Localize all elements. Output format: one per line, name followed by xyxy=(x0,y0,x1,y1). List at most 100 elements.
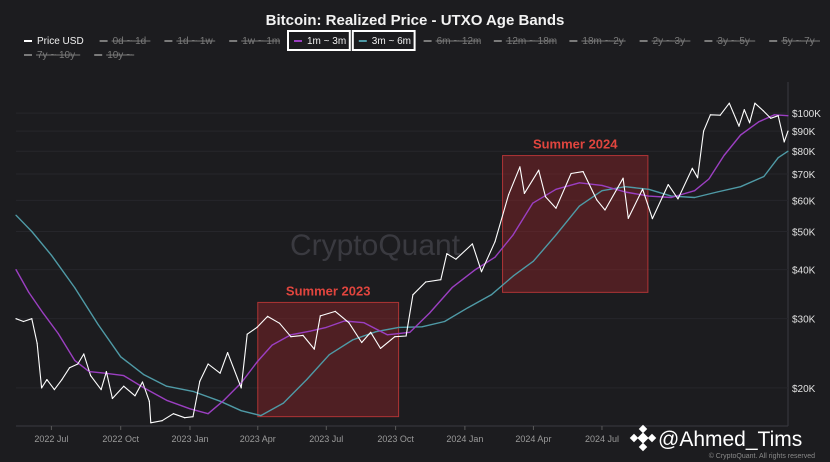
data-point xyxy=(192,390,194,392)
data-point xyxy=(394,336,396,338)
data-point xyxy=(428,312,431,314)
x-tick-label: 2024 Jul xyxy=(585,434,619,444)
data-point xyxy=(758,121,760,123)
data-point xyxy=(148,400,150,402)
data-point xyxy=(754,102,756,104)
data-point xyxy=(53,389,56,391)
data-point xyxy=(697,177,699,179)
data-point xyxy=(622,177,624,179)
data-point xyxy=(363,322,365,324)
data-point xyxy=(219,400,221,402)
y-tick-label: $70K xyxy=(792,170,816,181)
x-axis: 2022 Jul 2022 Oct 2023 Jan 2023 Apr 2023 Jul… xyxy=(34,426,619,444)
legend-item: 6m ~ 12m xyxy=(423,36,481,47)
data-point xyxy=(290,334,292,336)
data-point xyxy=(446,253,448,255)
data-point xyxy=(352,339,354,341)
legend-label: 1m ~ 3m xyxy=(307,36,346,47)
data-point xyxy=(256,326,258,328)
data-point xyxy=(440,279,442,281)
data-point xyxy=(227,352,229,354)
x-tick-label: 2023 Jan xyxy=(171,434,208,444)
data-point xyxy=(166,399,168,401)
data-point xyxy=(111,397,113,400)
data-point xyxy=(123,385,125,387)
data-point xyxy=(207,413,209,415)
data-point xyxy=(648,188,650,190)
data-point xyxy=(523,192,526,194)
y-axis: $20K $30K $40K $50K $60K $70K $80K $90K $100K xyxy=(792,109,821,395)
data-point xyxy=(28,291,30,293)
series-group xyxy=(15,102,789,424)
data-point xyxy=(325,326,327,328)
data-point xyxy=(257,360,259,362)
x-tick-label: 2023 Oct xyxy=(377,434,414,444)
chart-title: Bitcoin: Realized Price - UTXO Age Bands xyxy=(266,12,565,29)
data-point xyxy=(703,130,705,132)
data-point xyxy=(512,234,514,236)
data-point xyxy=(192,416,194,418)
data-point xyxy=(532,202,534,204)
data-point xyxy=(46,379,48,381)
data-point xyxy=(412,294,414,296)
data-point xyxy=(240,382,242,384)
legend-item: 1m ~ 3m xyxy=(287,30,351,51)
data-point xyxy=(425,281,427,283)
data-point xyxy=(508,194,510,196)
annotation-label: Summer 2024 xyxy=(533,137,618,152)
x-tick-label: 2024 Jan xyxy=(446,434,483,444)
data-point xyxy=(709,114,712,116)
data-point xyxy=(740,134,742,136)
data-point xyxy=(743,109,745,111)
data-point xyxy=(409,331,411,333)
data-point xyxy=(361,341,363,344)
data-point xyxy=(240,387,242,389)
data-point xyxy=(223,399,225,401)
data-point xyxy=(691,167,693,169)
data-point xyxy=(90,375,92,377)
data-point xyxy=(41,387,43,389)
legend-item: 3y ~ 5y xyxy=(704,36,756,47)
legend-item: 10y ~ xyxy=(94,50,135,61)
legend-item: 12m ~ 18m xyxy=(493,36,557,47)
data-point xyxy=(451,287,453,289)
data-point xyxy=(421,326,423,328)
data-point xyxy=(83,353,85,355)
y-tick-label: $30K xyxy=(792,315,816,326)
data-point xyxy=(219,372,221,374)
legend-item: 0d ~ 1d xyxy=(99,36,151,47)
data-point xyxy=(57,332,59,335)
y-tick-label: $20K xyxy=(792,384,816,395)
data-point xyxy=(787,150,789,152)
data-point xyxy=(74,287,76,289)
data-point xyxy=(61,379,63,381)
data-point xyxy=(405,335,407,337)
data-point xyxy=(77,363,79,365)
y-tick-label: $50K xyxy=(792,227,816,238)
data-point xyxy=(494,241,496,243)
data-point xyxy=(375,331,377,333)
data-point xyxy=(601,190,603,192)
data-point xyxy=(763,175,765,178)
data-point xyxy=(723,154,725,157)
data-point xyxy=(455,258,457,260)
legend: Price USD 0d ~ 1d 1d ~ 1w 1w ~ 1m 1m ~ 3m 3m … xyxy=(24,30,820,61)
data-point xyxy=(50,254,53,256)
data-point xyxy=(749,122,751,124)
legend-highlight-box xyxy=(351,30,416,51)
y-tick-label: $60K xyxy=(792,196,816,207)
annotation-box xyxy=(502,155,649,293)
data-point xyxy=(36,342,38,344)
credit-handle: @Ahmed_Tims xyxy=(658,428,802,451)
data-point xyxy=(184,417,186,419)
data-point xyxy=(642,188,644,190)
data-point xyxy=(22,320,25,323)
data-point xyxy=(246,333,248,335)
data-point xyxy=(260,415,262,417)
legend-item: 1w ~ 1m xyxy=(229,36,280,47)
data-point xyxy=(538,169,540,171)
x-tick-label: 2022 Jul xyxy=(34,434,68,444)
legend-item: 5y ~ 7y xyxy=(769,36,820,47)
data-point xyxy=(694,190,696,192)
